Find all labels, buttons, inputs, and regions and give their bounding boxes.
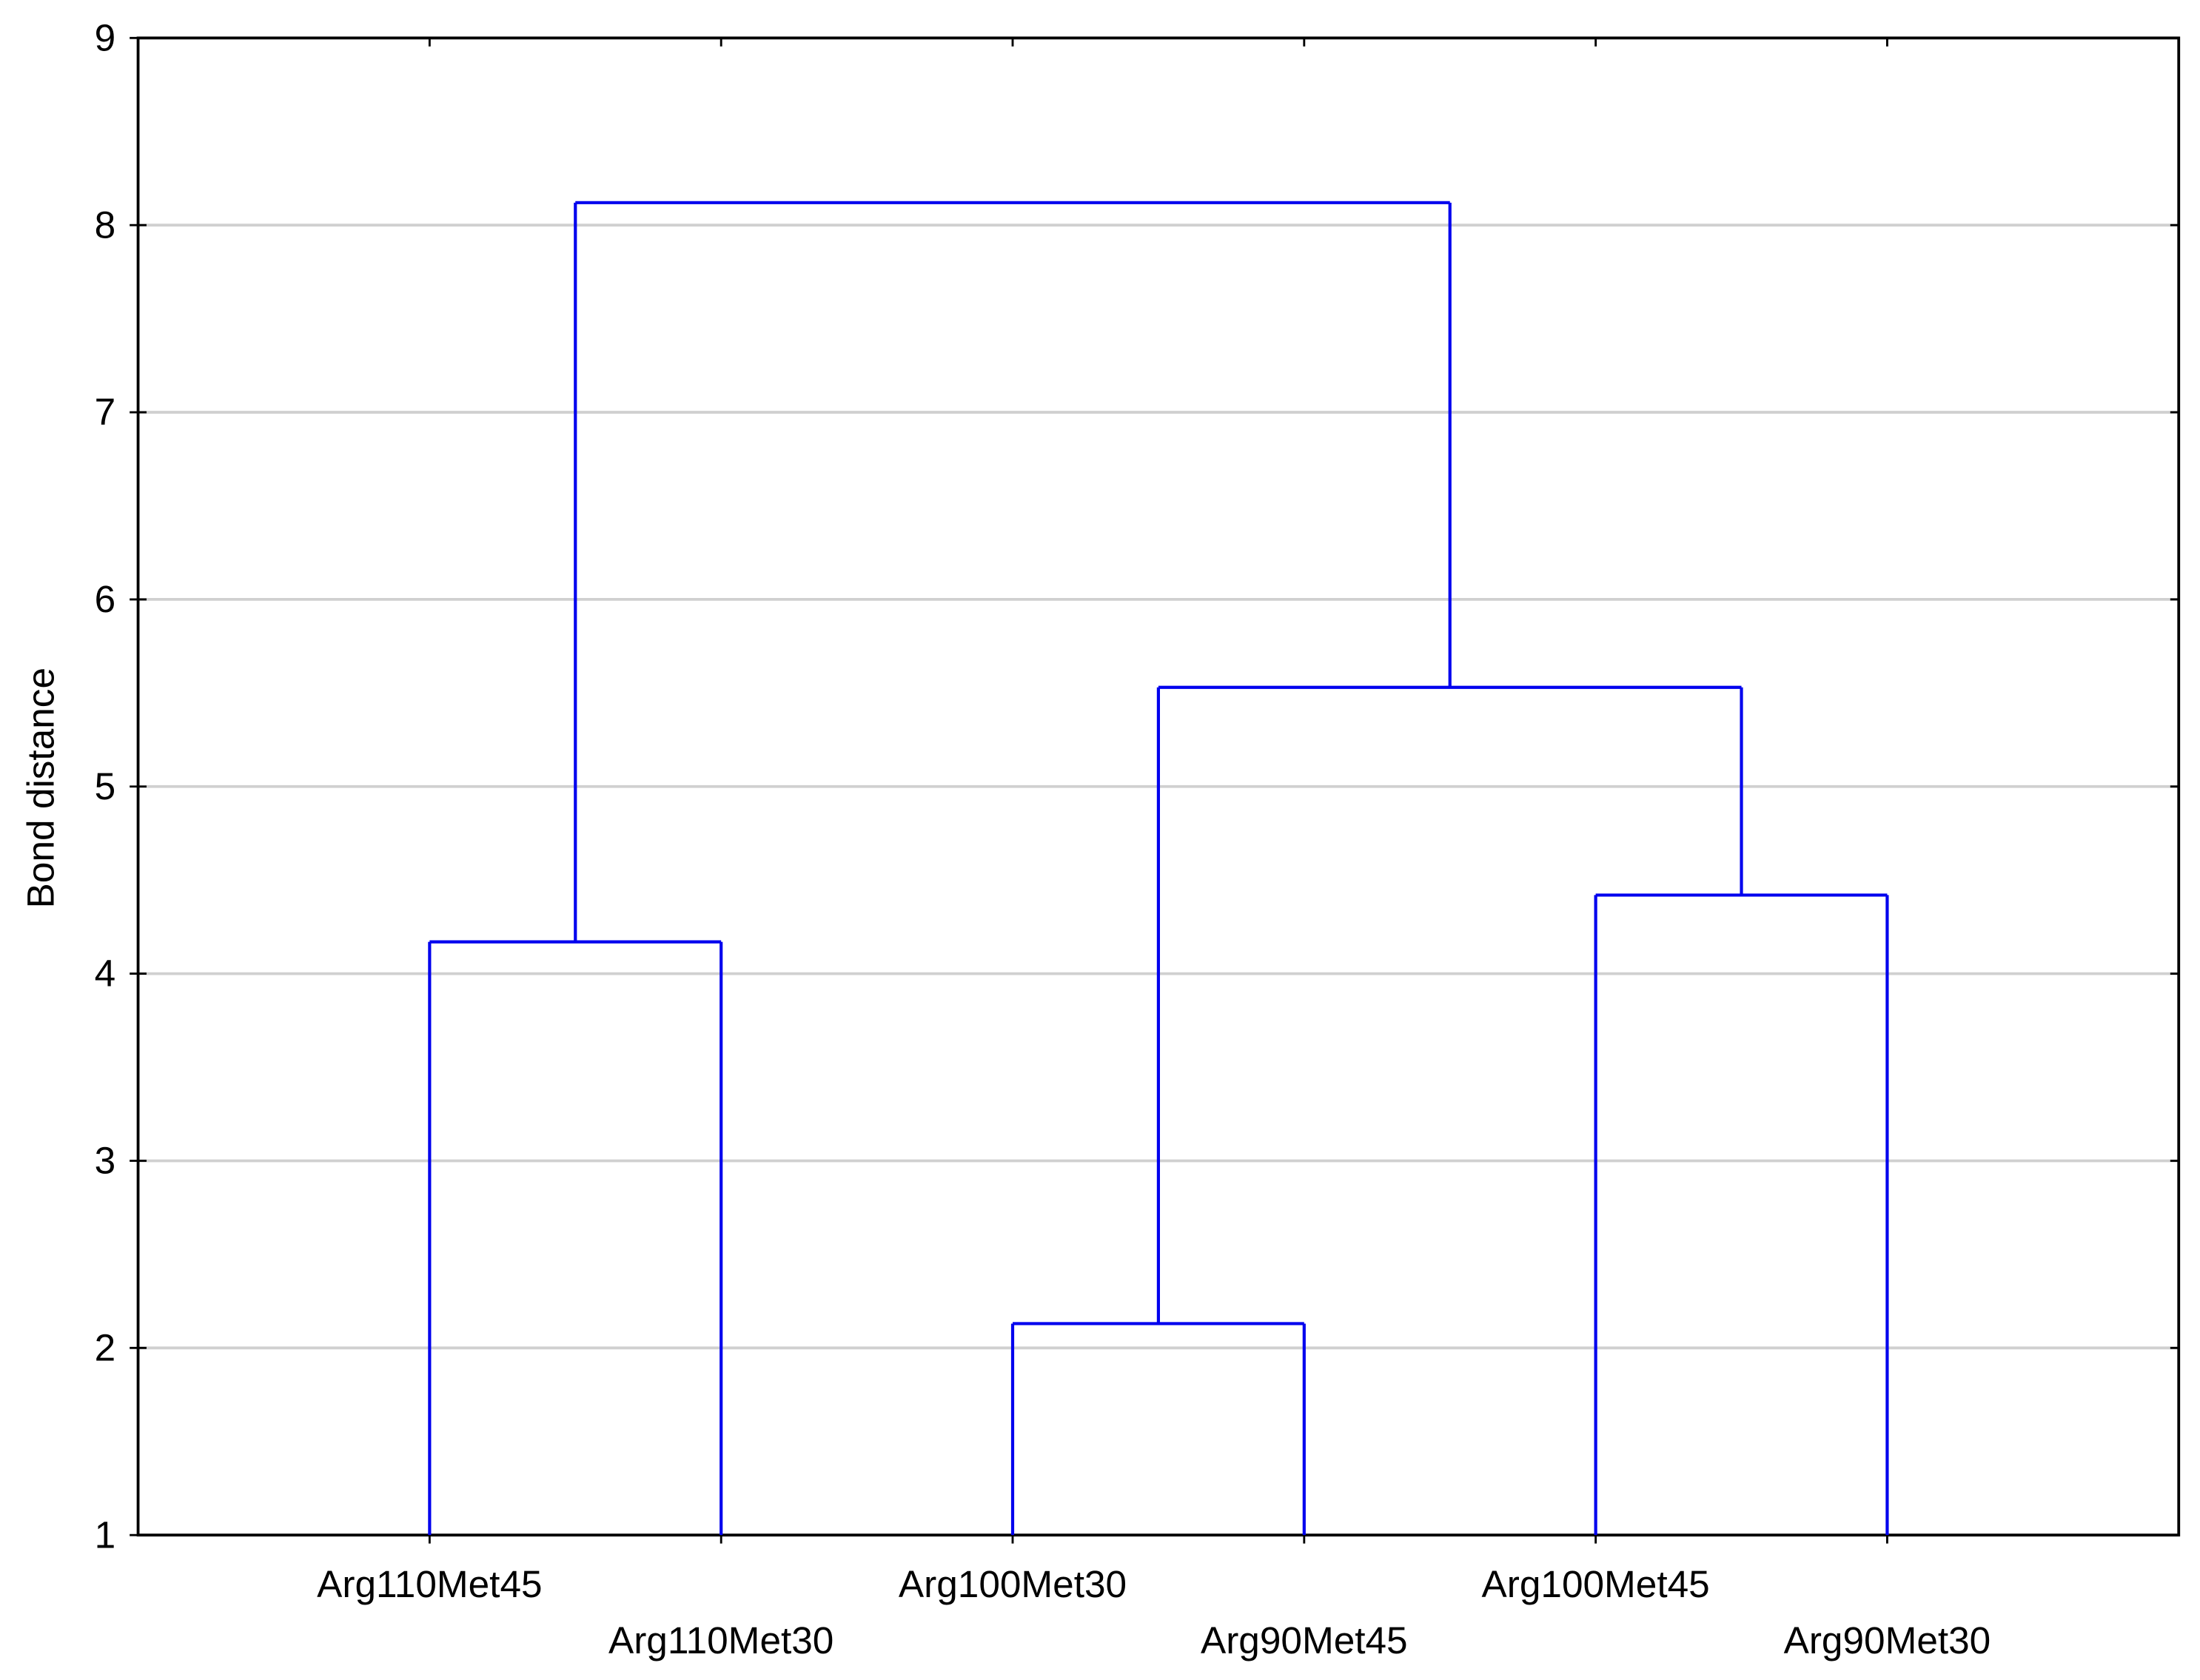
leaf-label: Arg110Met45 — [317, 1563, 542, 1605]
leaf-label: Arg90Met30 — [1784, 1619, 1991, 1661]
y-tick-label: 5 — [95, 765, 116, 807]
y-tick-label: 1 — [95, 1513, 116, 1556]
y-tick-label: 7 — [95, 391, 116, 433]
y-tick-label: 6 — [95, 578, 116, 620]
leaf-label: Arg100Met30 — [899, 1563, 1127, 1605]
leaf-label: Arg110Met30 — [608, 1619, 834, 1661]
y-tick-label: 8 — [95, 204, 116, 246]
y-tick-label: 9 — [95, 16, 116, 58]
y-axis-label: Bond distance — [19, 668, 61, 908]
leaf-label: Arg90Met45 — [1201, 1619, 1408, 1661]
y-tick-label: 2 — [95, 1326, 116, 1368]
y-tick-label: 3 — [95, 1140, 116, 1182]
plot-frame — [136, 36, 2181, 1537]
leaf-label: Arg100Met45 — [1482, 1563, 1710, 1605]
y-tick-label: 4 — [95, 952, 116, 995]
